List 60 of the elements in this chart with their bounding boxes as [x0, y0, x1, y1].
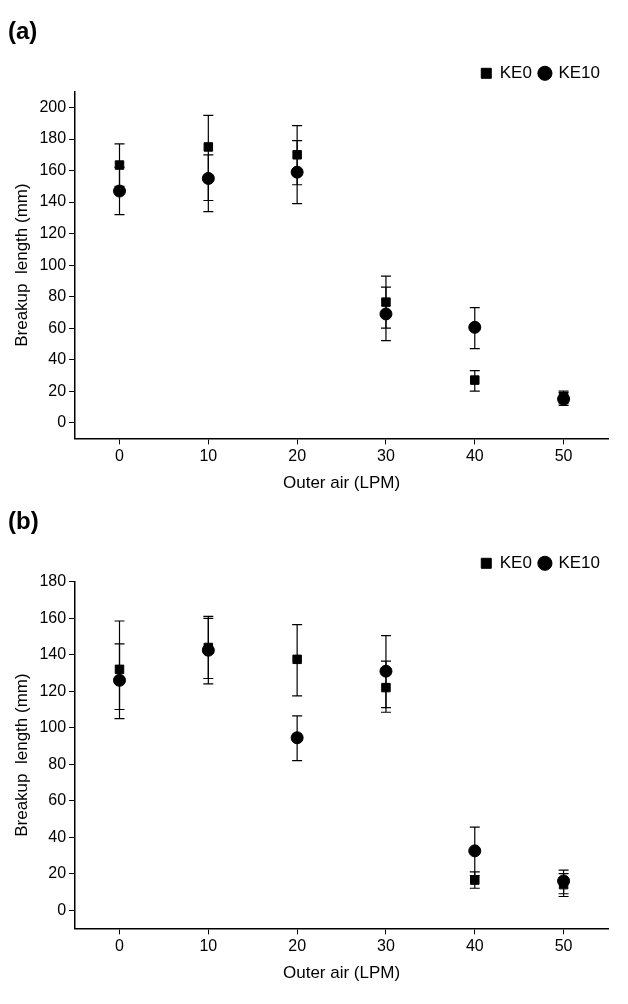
y-tick-label: 0 — [57, 900, 67, 918]
x-tick-label: 10 — [199, 447, 218, 465]
y-tick-label: 140 — [39, 645, 67, 663]
legend-label: KE10 — [558, 552, 601, 572]
y-tick-label: 180 — [39, 572, 67, 590]
y-tick-label: 160 — [39, 160, 67, 178]
x-tick-label: 30 — [377, 447, 395, 465]
y-tick-label: 200 — [39, 97, 67, 115]
y-tick-label: 40 — [48, 350, 67, 368]
x-axis-title: Outer air (LPM) — [282, 963, 401, 983]
point — [113, 184, 126, 198]
point — [203, 142, 214, 152]
y-tick-label: 120 — [39, 224, 67, 241]
point — [292, 654, 302, 665]
point — [114, 160, 125, 170]
x-tick-label: 30 — [377, 937, 395, 955]
point — [379, 664, 393, 678]
y-tick-label: 100 — [39, 255, 67, 273]
point — [379, 307, 393, 321]
point — [114, 664, 125, 675]
x-tick-label: 0 — [115, 447, 125, 465]
point — [381, 297, 391, 307]
point — [113, 673, 126, 687]
point — [470, 375, 480, 385]
y-tick-label: 0 — [57, 413, 67, 431]
y-tick-label: 160 — [39, 608, 67, 626]
y-tick-label: 80 — [48, 287, 67, 305]
y-tick-label: 20 — [48, 381, 67, 399]
y-axis-title: Breakup length (mm) — [11, 183, 31, 347]
legend-label: KE0 — [499, 552, 532, 572]
point — [290, 165, 304, 179]
x-tick-label: 20 — [288, 447, 307, 465]
x-tick-label: 10 — [199, 937, 218, 955]
y-tick-label: 140 — [39, 192, 67, 210]
point — [292, 150, 302, 160]
y-tick-label: 120 — [39, 681, 67, 699]
y-tick-label: 40 — [48, 827, 67, 845]
y-axis-title: Breakup length (mm) — [11, 673, 31, 837]
x-tick-label: 40 — [465, 447, 484, 465]
chart-title: (b) — [8, 507, 39, 535]
y-tick-label: 80 — [48, 754, 67, 772]
y-tick-label: 60 — [48, 791, 67, 809]
point — [290, 731, 304, 745]
legend-label: KE10 — [558, 62, 601, 82]
x-tick-label: 20 — [288, 937, 307, 955]
x-tick-label: 50 — [554, 447, 573, 465]
legend-label: KE0 — [499, 62, 532, 82]
point — [468, 844, 482, 858]
y-tick-label: 180 — [39, 129, 67, 147]
y-tick-label: 60 — [48, 318, 67, 336]
point — [468, 320, 482, 334]
y-tick-label: 20 — [48, 864, 67, 882]
x-tick-label: 50 — [554, 937, 573, 955]
x-axis-title: Outer air (LPM) — [282, 473, 401, 493]
x-tick-label: 0 — [115, 937, 125, 955]
y-tick-label: 100 — [39, 718, 67, 736]
x-tick-label: 40 — [465, 937, 484, 955]
point — [381, 682, 391, 693]
chart-title: (a) — [8, 17, 38, 45]
point — [201, 171, 215, 185]
